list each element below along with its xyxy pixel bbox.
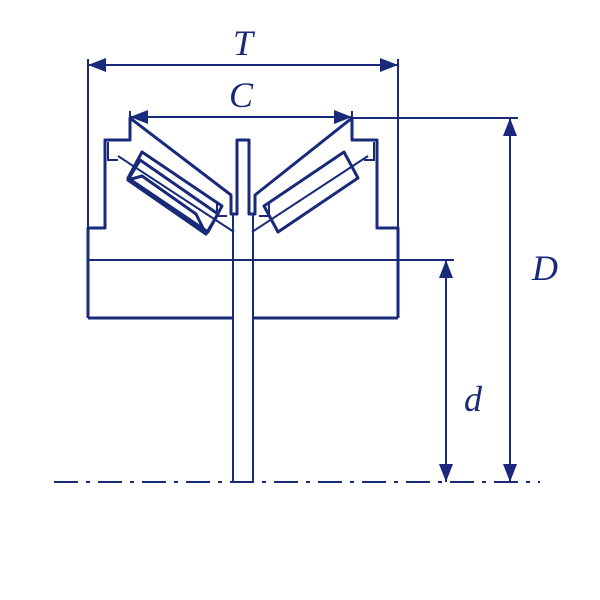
- dimension-C: C: [130, 75, 352, 140]
- dimension-d: d: [398, 260, 483, 482]
- dimension-D: D: [352, 118, 558, 482]
- label-d: d: [464, 379, 483, 419]
- label-C: C: [229, 75, 254, 115]
- label-D: D: [531, 248, 558, 288]
- bearing-cross-section: [88, 118, 398, 482]
- label-T: T: [233, 23, 256, 63]
